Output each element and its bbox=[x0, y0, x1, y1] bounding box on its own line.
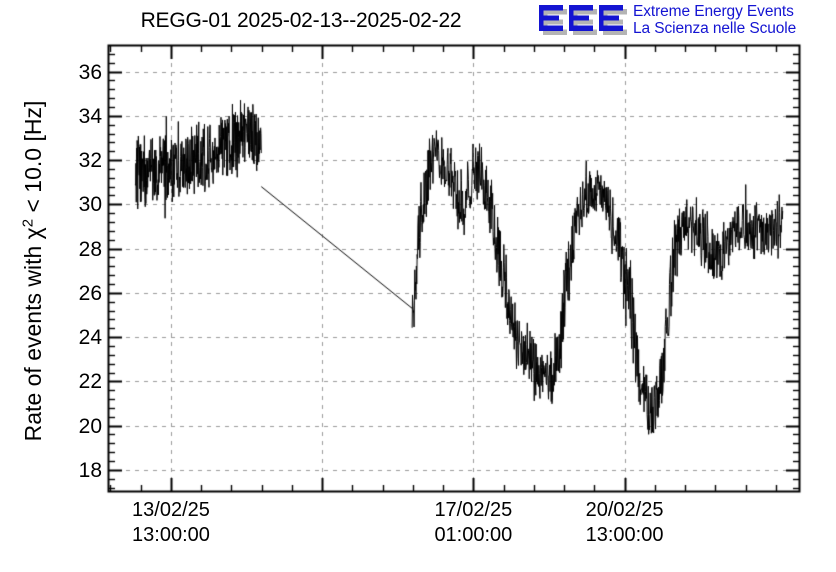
x-tick-date: 17/02/25 bbox=[434, 499, 513, 521]
eee-logo-line-2: La Scienza nelle Scuole bbox=[633, 20, 797, 37]
eee-logo: Extreme Energy Events La Scienza nelle S… bbox=[537, 2, 836, 42]
x-axis-tick-labels: 13/02/25 13:00:00 17/02/25 01:00:00 20/02/25… bbox=[0, 498, 836, 562]
x-tick-time: 13:00:00 bbox=[132, 524, 210, 546]
y-axis-title-suffix: < 10.0 [Hz] bbox=[20, 100, 46, 219]
x-tick-label: 20/02/25 13:00:00 bbox=[545, 498, 705, 548]
chi-symbol: χ bbox=[20, 227, 46, 240]
y-tick-label: 20 bbox=[78, 414, 102, 438]
x-tick-label: 17/02/25 01:00:00 bbox=[393, 498, 553, 548]
x-tick-date: 20/02/25 bbox=[585, 499, 664, 521]
y-tick-label: 24 bbox=[78, 326, 102, 350]
chi-exponent: 2 bbox=[19, 218, 37, 228]
page-title: REGG-01 2025-02-13--2025-02-22 bbox=[140, 9, 462, 32]
x-tick-time: 01:00:00 bbox=[434, 524, 513, 546]
y-axis-title: Rate of events with χ2 < 10.0 [Hz] bbox=[19, 41, 46, 501]
y-axis-tick-labels: 18 20 22 24 26 28 30 32 34 36 bbox=[56, 0, 102, 492]
y-tick-label: 34 bbox=[78, 104, 102, 128]
y-tick-label: 26 bbox=[78, 281, 102, 305]
eee-mark-icon bbox=[537, 3, 629, 35]
y-tick-label: 22 bbox=[78, 370, 102, 394]
y-tick-label: 18 bbox=[78, 458, 102, 482]
y-tick-label: 30 bbox=[78, 193, 102, 217]
x-tick-date: 13/02/25 bbox=[132, 499, 210, 521]
eee-logo-line-1: Extreme Energy Events bbox=[633, 3, 794, 20]
x-tick-label: 13/02/25 13:00:00 bbox=[91, 498, 251, 548]
x-tick-time: 13:00:00 bbox=[585, 524, 664, 546]
y-tick-label: 28 bbox=[78, 237, 102, 261]
y-tick-label: 36 bbox=[78, 60, 102, 84]
eee-logo-text: Extreme Energy Events La Scienza nelle S… bbox=[633, 3, 836, 37]
y-axis-title-prefix: Rate of events with bbox=[20, 239, 46, 442]
y-tick-label: 32 bbox=[78, 149, 102, 173]
